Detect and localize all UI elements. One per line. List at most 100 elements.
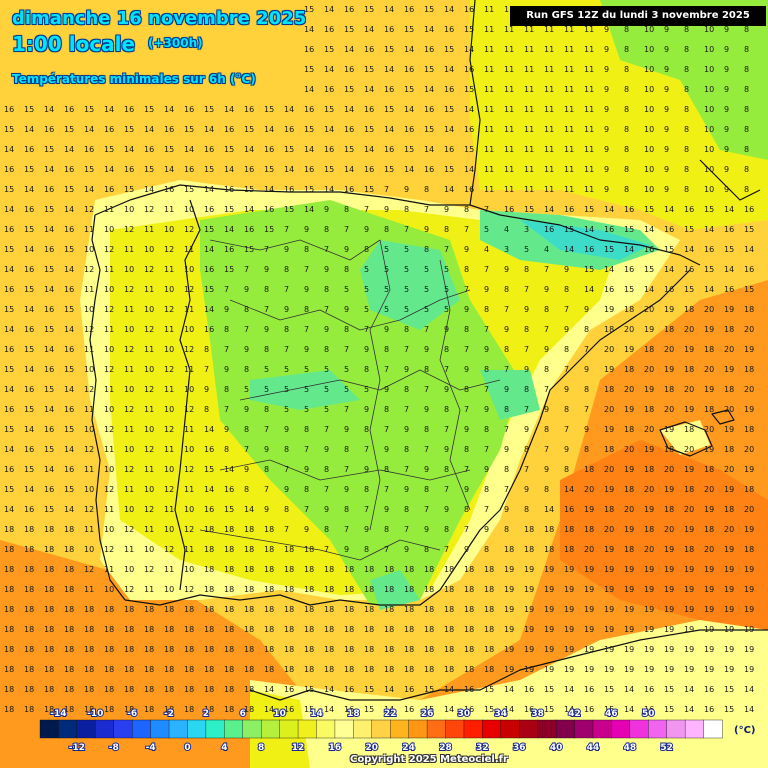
grid-value: 8 [504,405,509,414]
grid-value: 18 [384,625,394,634]
grid-value: 14 [444,185,454,194]
grid-value: 7 [364,325,369,334]
grid-value: 14 [464,45,474,54]
grid-value: 12 [104,485,114,494]
grid-value: 8 [684,85,689,94]
grid-value: 14 [464,165,474,174]
grid-value: 16 [324,85,334,94]
grid-value: 15 [224,145,234,154]
grid-value: 9 [244,405,249,414]
grid-value: 19 [704,505,714,514]
grid-value: 16 [204,265,214,274]
grid-value: 7 [464,285,469,294]
grid-value: 19 [504,565,514,574]
grid-value: 16 [664,285,674,294]
grid-value: 14 [624,245,634,254]
grid-value: 9 [564,265,569,274]
grid-value: 14 [564,705,574,714]
grid-value: 18 [444,605,454,614]
grid-value: 12 [144,445,154,454]
grid-value: 14 [24,185,34,194]
grid-value: 19 [624,585,634,594]
grid-value: 15 [684,225,694,234]
grid-value: 9 [524,305,529,314]
grid-value: 16 [124,105,134,114]
legend-label-bottom: 52 [660,743,673,753]
grid-value: 16 [324,145,334,154]
grid-value: 14 [64,145,74,154]
grid-value: 15 [444,165,454,174]
grid-value: 15 [224,265,234,274]
grid-value: 15 [244,185,254,194]
grid-value: 11 [564,65,574,74]
grid-value: 18 [4,605,14,614]
grid-value: 11 [484,185,494,194]
grid-value: 14 [384,5,394,14]
grid-value: 20 [624,385,634,394]
grid-value: 18 [224,705,234,714]
grid-value: 16 [44,125,54,134]
grid-value: 20 [644,485,654,494]
grid-value: 18 [204,565,214,574]
legend-label-bottom: -12 [69,743,85,753]
grid-value: 19 [724,585,734,594]
grid-value: 9 [664,165,669,174]
grid-value: 11 [84,225,94,234]
legend-swatch [353,719,373,739]
grid-value: 18 [444,625,454,634]
grid-value: 18 [224,585,234,594]
grid-value: 20 [624,325,634,334]
grid-value: 14 [544,205,554,214]
grid-value: 15 [64,185,74,194]
grid-value: 12 [164,365,174,374]
grid-value: 9 [404,185,409,194]
grid-value: 18 [464,665,474,674]
grid-value: 8 [284,325,289,334]
grid-value: 18 [124,705,134,714]
grid-value: 18 [144,625,154,634]
grid-value: 11 [504,105,514,114]
grid-value: 10 [704,105,714,114]
grid-value: 15 [584,265,594,274]
grid-value: 9 [604,65,609,74]
grid-value: 15 [724,705,734,714]
grid-value: 9 [344,425,349,434]
grid-value: 16 [504,205,514,214]
grid-value: 8 [484,485,489,494]
grid-value: 18 [604,385,614,394]
grid-value: 18 [384,585,394,594]
grid-value: 8 [624,165,629,174]
grid-value: 19 [704,385,714,394]
grid-value: 19 [504,585,514,594]
grid-value: 9 [724,165,729,174]
grid-value: 8 [684,45,689,54]
grid-value: 11 [144,225,154,234]
grid-value: 11 [584,45,594,54]
grid-value: 18 [104,625,114,634]
grid-value: 18 [244,625,254,634]
grid-value: 9 [584,365,589,374]
grid-value: 11 [504,85,514,94]
grid-value: 19 [604,365,614,374]
grid-value: 16 [444,145,454,154]
grid-value: 15 [104,145,114,154]
grid-value: 16 [704,685,714,694]
forecast-date: dimanche 16 novembre 2025 [12,8,307,29]
grid-value: 14 [744,245,754,254]
legend-label-top: 18 [347,709,360,719]
grid-value: 14 [624,705,634,714]
grid-value: 7 [404,345,409,354]
grid-value: 16 [344,685,354,694]
grid-value: 19 [684,565,694,574]
grid-value: 8 [744,65,749,74]
grid-value: 8 [444,525,449,534]
grid-value: 18 [304,645,314,654]
grid-value: 15 [544,705,554,714]
grid-value: 11 [104,205,114,214]
island-outline-2 [711,409,735,425]
grid-value: 18 [244,645,254,654]
grid-value: 18 [324,665,334,674]
grid-value: 8 [464,505,469,514]
grid-value: 10 [144,305,154,314]
